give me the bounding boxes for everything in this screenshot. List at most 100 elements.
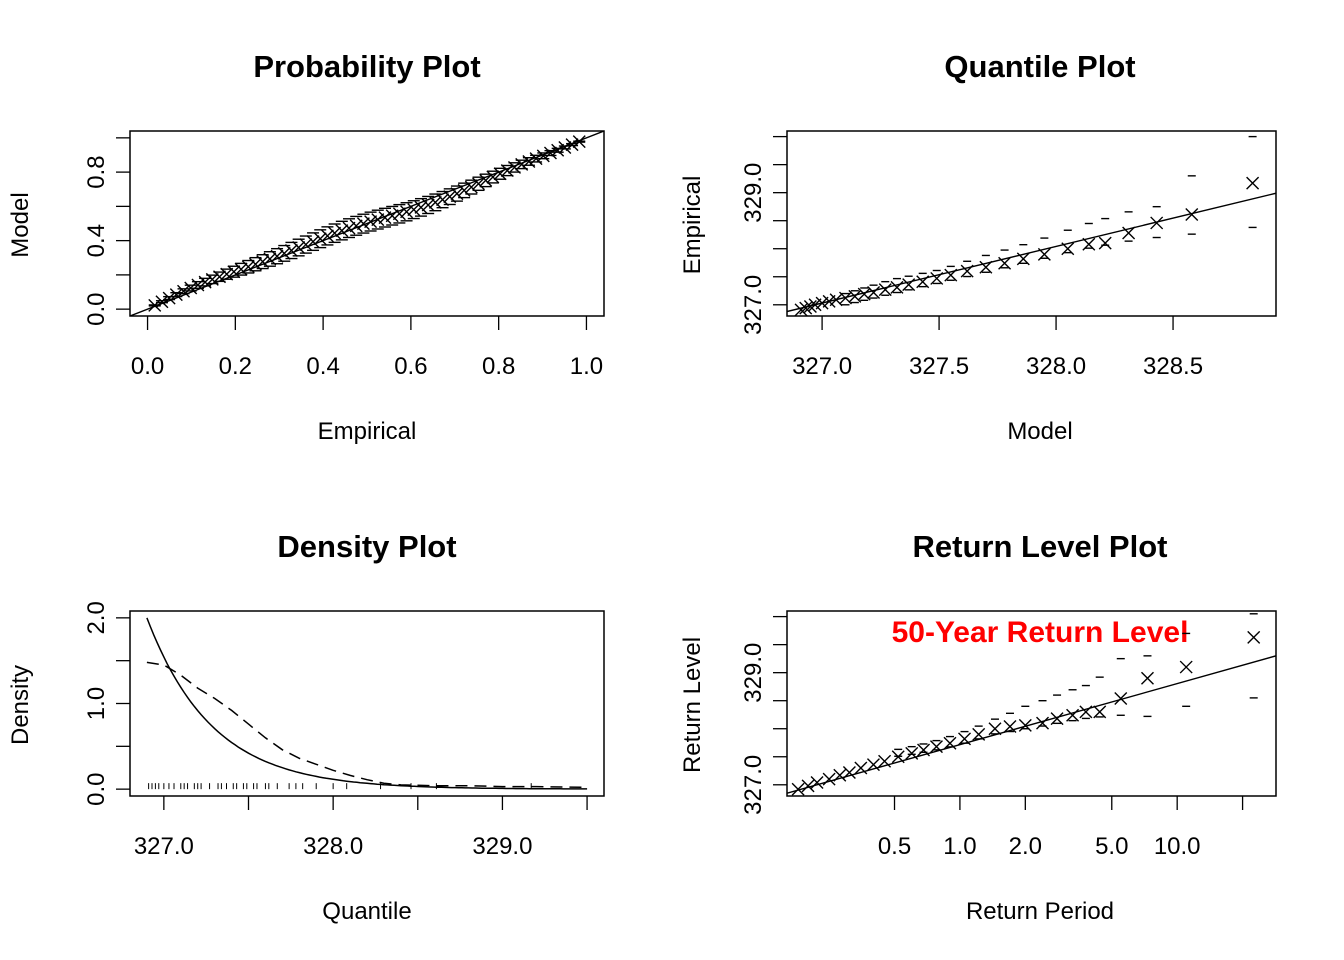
return-level-point	[842, 765, 856, 779]
quantile-x-tick-label: 328.5	[1143, 353, 1203, 380]
quantile-plot-ylabel: Empirical	[679, 176, 706, 275]
quantile-point	[1246, 176, 1260, 190]
probability-plot-title: Probability Plot	[253, 49, 480, 84]
probability-point	[392, 207, 406, 221]
probability-x-tick-label: 0.2	[219, 353, 252, 380]
quantile-plot-frame	[786, 130, 1277, 317]
probability-point	[515, 157, 529, 171]
quantile-point	[1122, 226, 1136, 240]
probability-point	[421, 198, 435, 212]
return-level-plot-xlabel: Return Period	[966, 898, 1114, 925]
return-level-point	[1003, 719, 1017, 733]
probability-point	[436, 193, 450, 207]
quantile-reference-line	[787, 192, 1276, 313]
return-level-point	[1140, 671, 1154, 685]
probability-point	[522, 154, 536, 168]
return-level-point	[822, 772, 836, 786]
quantile-point	[803, 299, 817, 313]
probability-point	[284, 243, 298, 257]
probability-point	[162, 291, 176, 305]
probability-x-tick-label: 0.6	[394, 353, 427, 380]
probability-point	[428, 195, 442, 209]
probability-point	[385, 209, 399, 223]
probability-plot-area	[130, 131, 604, 316]
return-level-point	[972, 727, 986, 741]
quantile-x-tick-label: 328.0	[1026, 353, 1086, 380]
probability-point	[479, 173, 493, 187]
quantile-point	[878, 283, 892, 297]
quantile-point	[944, 268, 958, 282]
probability-y-tick-label: 0.4	[83, 224, 110, 257]
return-level-x-tick-label: 5.0	[1095, 833, 1128, 860]
density-plot-panel: Density Plot Quantile Density 327.0 328.0…	[7, 529, 605, 925]
probability-x-tick-label: 0.8	[482, 353, 515, 380]
density-plot-xlabel: Quantile	[322, 898, 411, 925]
return-level-x-tick-label: 1.0	[943, 833, 976, 860]
probability-point	[277, 246, 291, 260]
probability-point	[472, 177, 486, 191]
return-level-point	[1114, 691, 1128, 705]
return-level-plot-ylabel: Return Level	[679, 637, 706, 773]
quantile-point	[799, 301, 813, 315]
return-level-y-tick-label: 329.0	[740, 643, 767, 703]
probability-x-tick-label: 0.0	[131, 353, 164, 380]
return-level-point	[791, 782, 805, 796]
probability-point	[356, 217, 370, 231]
quantile-point	[1150, 216, 1164, 230]
return-level-plot-area	[787, 613, 1276, 796]
quantile-point	[998, 256, 1012, 270]
quantile-point	[916, 275, 930, 289]
density-plot-title: Density Plot	[277, 529, 456, 564]
density-model-curve	[146, 617, 588, 790]
density-y-tick-label: 2.0	[83, 601, 110, 634]
return-level-point	[1066, 708, 1080, 722]
probability-point	[320, 229, 334, 243]
probability-point	[213, 270, 226, 284]
probability-point	[270, 249, 284, 263]
probability-point	[220, 267, 234, 281]
probability-point	[198, 275, 212, 289]
return-level-point	[810, 776, 824, 790]
density-x-tick-label: 329.0	[472, 833, 532, 860]
return-level-point	[943, 736, 957, 750]
quantile-point	[902, 278, 916, 292]
probability-x-tick-label: 1.0	[570, 353, 603, 380]
probability-plot-frame	[129, 130, 605, 317]
probability-point	[263, 252, 277, 266]
probability-x-tick-label: 0.4	[306, 353, 339, 380]
probability-point	[508, 160, 521, 174]
probability-point	[364, 215, 378, 229]
probability-plot-xlabel: Empirical	[318, 418, 417, 445]
density-empirical-curve	[146, 661, 588, 789]
return-level-point	[878, 754, 892, 768]
probability-point	[299, 238, 313, 252]
probability-point	[543, 146, 557, 160]
quantile-point	[794, 303, 808, 316]
probability-point	[184, 281, 198, 295]
quantile-plot-area	[787, 135, 1276, 316]
return-level-x-tick-label: 2.0	[1009, 833, 1042, 860]
probability-point	[378, 211, 392, 225]
probability-y-tick-label: 0.0	[83, 292, 110, 325]
return-level-x-tick-label: 0.5	[878, 833, 911, 860]
return-level-plot-panel: Return Level Plot Return Period Return L…	[679, 529, 1277, 925]
return-level-plot-title: Return Level Plot	[913, 529, 1168, 564]
quantile-point	[1061, 242, 1075, 256]
quantile-plot-title: Quantile Plot	[944, 49, 1135, 84]
quantile-point	[1016, 252, 1030, 266]
return-level-point	[988, 722, 1002, 736]
return-level-point	[1247, 630, 1261, 644]
return-level-point	[854, 761, 868, 775]
probability-point	[342, 221, 356, 235]
quantile-plot-xlabel: Model	[1007, 418, 1072, 445]
probability-point	[335, 224, 349, 238]
probability-point	[529, 152, 543, 166]
return-level-point	[1050, 712, 1064, 726]
probability-point	[414, 200, 428, 214]
return-level-point	[929, 740, 943, 754]
quantile-point	[930, 271, 944, 285]
density-y-tick-label: 0.0	[83, 772, 110, 805]
probability-point	[407, 203, 421, 217]
quantile-y-tick-label: 327.0	[740, 275, 767, 335]
